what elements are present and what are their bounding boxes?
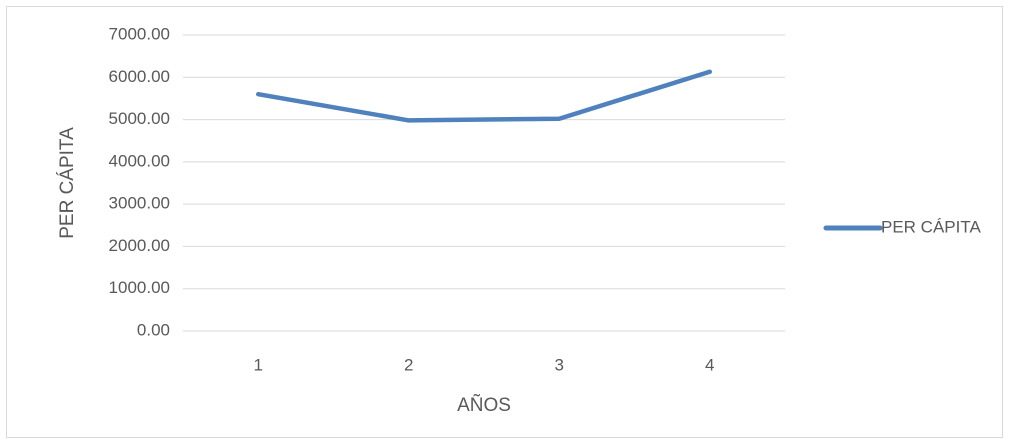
x-tick-label: 3	[555, 355, 564, 374]
legend-label: PER CÁPITA	[881, 217, 981, 236]
y-tick-label: 7000.00	[109, 24, 170, 43]
y-axis-title: PER CÁPITA	[57, 127, 78, 239]
x-axis-title: AÑOS	[457, 394, 511, 416]
legend: PER CÁPITA	[823, 217, 981, 236]
gridlines	[183, 34, 785, 332]
series-layer	[256, 69, 712, 123]
y-tick-label: 2000.00	[109, 236, 170, 255]
y-tick-label: 1000.00	[109, 278, 170, 297]
x-tick-label: 4	[705, 355, 714, 374]
y-tick-label: 6000.00	[109, 67, 170, 86]
y-axis-tick-labels: 0.00 1000.00 2000.00 3000.00 4000.00 5000.00 6…	[109, 24, 170, 339]
y-tick-label: 5000.00	[109, 109, 170, 128]
x-tick-label: 1	[254, 355, 263, 374]
y-tick-label: 3000.00	[109, 194, 170, 213]
x-tick-label: 2	[404, 355, 413, 374]
series-line	[256, 69, 712, 123]
x-axis-tick-labels: 1 2 3 4	[254, 355, 715, 374]
chart-area	[6, 6, 1003, 438]
y-tick-label: 4000.00	[109, 151, 170, 170]
y-tick-label: 0.00	[137, 320, 170, 339]
